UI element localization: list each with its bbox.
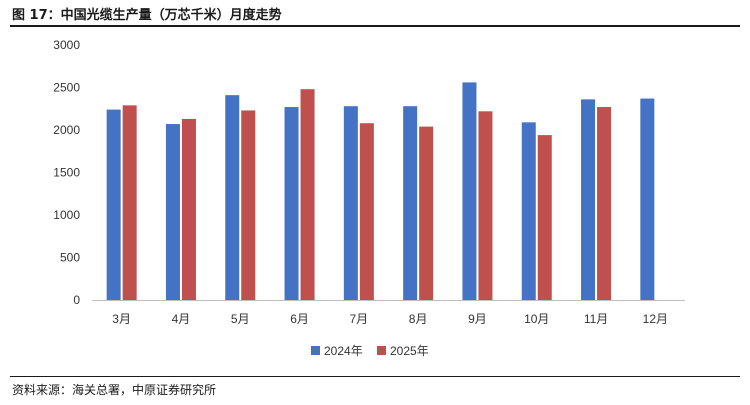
source-note: 资料来源：海关总署，中原证券研究所 (12, 383, 217, 397)
y-tick-label: 2000 (53, 123, 80, 137)
legend-swatch-2025 (377, 346, 386, 355)
x-tick-label: 5月 (231, 312, 250, 326)
y-tick-label: 3000 (53, 38, 80, 52)
y-tick-label: 2500 (53, 81, 80, 95)
bar-2025-3 (241, 110, 256, 300)
y-tick-label: 1000 (53, 208, 80, 222)
x-tick-label: 12月 (643, 312, 668, 326)
legend-label-2024: 2024年 (324, 344, 363, 358)
bar-2025-9 (597, 107, 612, 300)
bar-2024-8 (521, 122, 536, 300)
bar-2024-1 (106, 109, 121, 300)
bar-2024-7 (462, 82, 477, 301)
legend-label-2025: 2025年 (390, 344, 429, 358)
x-tick-label: 11月 (584, 312, 608, 326)
bar-2025-5 (359, 123, 374, 300)
legend: 2024年 2025年 (311, 344, 429, 358)
y-axis-ticks: 0 500 1000 1500 2000 2500 3000 (53, 38, 80, 307)
x-tick-label: 7月 (350, 312, 369, 326)
bar-2024-4 (284, 107, 299, 300)
bars-group (106, 82, 655, 301)
x-tick-label: 4月 (172, 312, 191, 326)
bar-2024-9 (581, 99, 596, 301)
y-tick-label: 500 (60, 251, 80, 265)
bar-2024-3 (225, 95, 240, 301)
y-tick-label: 0 (73, 293, 80, 307)
bar-2024-6 (403, 106, 418, 300)
y-tick-label: 1500 (53, 166, 80, 180)
x-tick-label: 10月 (524, 312, 549, 326)
bar-2025-4 (300, 89, 315, 300)
x-tick-label: 6月 (290, 312, 309, 326)
bottom-rule (10, 376, 740, 377)
chart-title: 图 17：中国光缆生产量（万芯千米）月度走势 (12, 8, 282, 23)
bar-2024-5 (343, 106, 358, 300)
bar-2025-7 (478, 111, 493, 300)
legend-swatch-2024 (311, 346, 320, 355)
bar-2024-10 (640, 98, 655, 300)
x-tick-label: 3月 (112, 312, 131, 326)
bar-2025-6 (419, 126, 434, 300)
x-axis-ticks: 3月 4月 5月 6月 7月 8月 9月 10月 11月 12月 (112, 312, 668, 326)
bar-2025-2 (181, 118, 196, 300)
bar-2025-1 (122, 105, 137, 300)
title-bar: 图 17：中国光缆生产量（万芯千米）月度走势 (10, 4, 740, 24)
bar-2024-2 (165, 124, 180, 300)
x-tick-label: 8月 (409, 312, 428, 326)
bar-2025-8 (537, 135, 552, 300)
x-tick-label: 9月 (468, 312, 487, 326)
top-rule (10, 25, 740, 27)
